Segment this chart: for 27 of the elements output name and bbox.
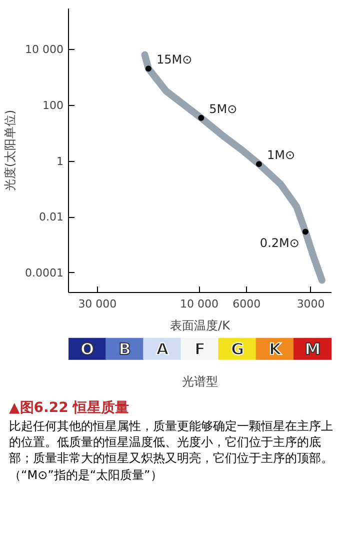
text: 比起任何其他的恒星属性，质量更能够确定一颗恒星在主序上的位置。低质量的恒星温度低、光度小，它们位于主序的底部；质量非常大的恒星又炽热又明亮，它们位于主序的顶部。（“M⊙”指的是“太阳质量”）: [9, 418, 334, 483]
x-tick-label: 30 000: [78, 298, 117, 310]
y-axis-title: 光度(太阳单位): [3, 110, 18, 192]
point: [145, 66, 152, 72]
category-label: O: [80, 339, 94, 358]
x-tick-label: 3000: [296, 298, 325, 310]
x-tick-label: 10 000: [180, 298, 219, 310]
category-label: G: [231, 339, 244, 358]
annotation: 1M⊙: [266, 148, 296, 162]
text: 光谱型: [182, 374, 218, 388]
point: [302, 228, 308, 235]
category-label: K: [268, 339, 282, 358]
category-label: B: [118, 339, 131, 358]
y-tick-label: 0.0001: [25, 266, 64, 280]
y-tick-label: 1: [56, 154, 64, 168]
point: [198, 114, 204, 121]
annotation: 5M⊙: [209, 102, 238, 116]
y-tick-label: 0.01: [39, 210, 64, 224]
y-tick-label: 10 000: [25, 43, 64, 56]
category-label: A: [156, 339, 170, 358]
text: ▲图6.22 恒星质量: [9, 399, 130, 418]
category-label: M: [304, 339, 321, 358]
annotation: 0.2M⊙: [260, 236, 300, 250]
annotation: 15M⊙: [156, 52, 192, 67]
x-tick-label: 6000: [232, 298, 261, 310]
x-axis-title: 表面温度/K: [170, 318, 232, 332]
y-tick-label: 100: [42, 99, 64, 112]
